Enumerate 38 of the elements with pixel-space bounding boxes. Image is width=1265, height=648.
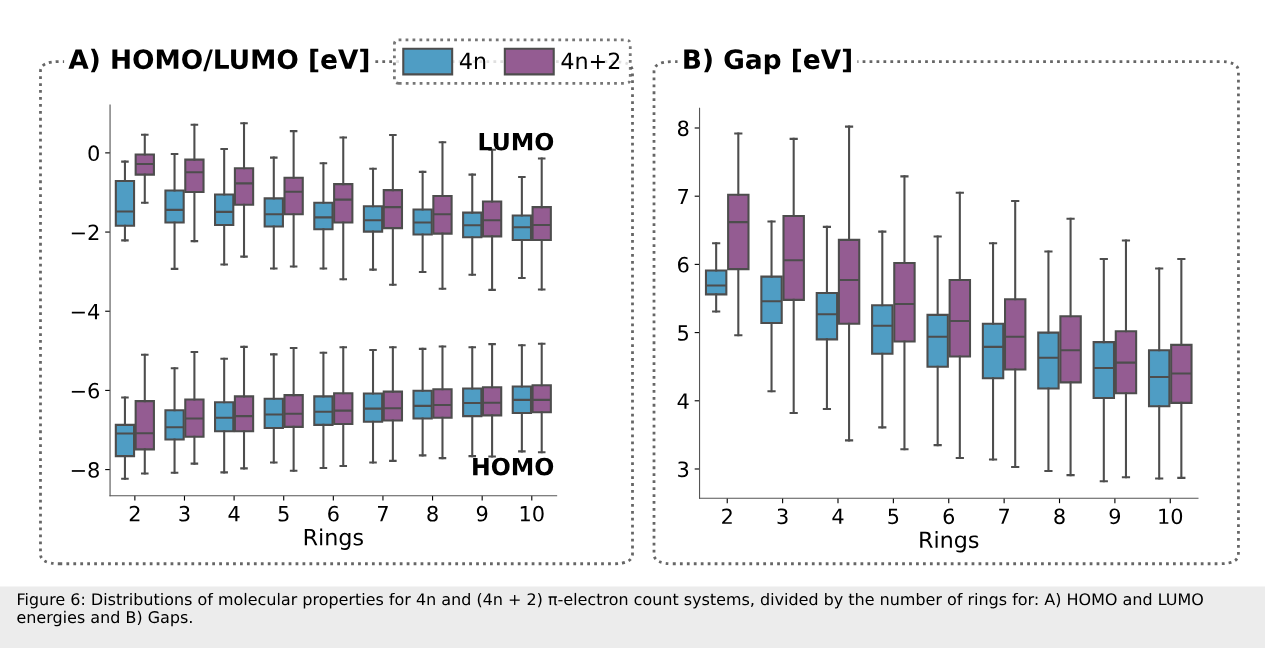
y-tick-label: 6 bbox=[678, 256, 689, 273]
x-axis-title: Rings bbox=[304, 528, 363, 550]
x-tick-label: 5 bbox=[888, 508, 899, 525]
x-tick-label: 3 bbox=[777, 508, 788, 525]
annotation: HOMO bbox=[473, 457, 554, 476]
x-tick-label: 4 bbox=[832, 508, 844, 524]
chart-title: A) HOMO/LUMO [eV] bbox=[68, 48, 369, 73]
y-tick-label: −4 bbox=[71, 303, 100, 320]
x-tick-label: 9 bbox=[476, 505, 488, 522]
x-axis-title: Rings bbox=[920, 530, 979, 553]
x-tick-label: 9 bbox=[1109, 508, 1121, 525]
x-tick-label: 4 bbox=[228, 506, 240, 522]
y-tick-label: 3 bbox=[678, 461, 689, 478]
chart-title: B) Gap [eV] bbox=[684, 48, 851, 75]
x-tick-label: 6 bbox=[943, 508, 955, 525]
x-tick-label: 5 bbox=[278, 506, 289, 522]
x-tick-label: 6 bbox=[328, 505, 339, 522]
y-tick-label: −6 bbox=[71, 382, 100, 399]
x-tick-label: 7 bbox=[378, 506, 388, 522]
annotation: LUMO bbox=[479, 132, 554, 151]
x-tick-label: 7 bbox=[999, 508, 1009, 524]
y-tick-label: 0 bbox=[88, 145, 99, 162]
caption: Figure 6: Distributions of molecular properties for 4n and (4n + 2) π-electron count systems, divided by the number of rings for: A) HOMO and LUMO energies and B) Gaps. bbox=[17, 592, 1203, 627]
x-tick-label: 2 bbox=[722, 508, 732, 524]
x-tick-label: 8 bbox=[427, 505, 438, 522]
x-tick-label: 2 bbox=[129, 505, 140, 522]
y-tick-label: 8 bbox=[677, 120, 689, 137]
y-tick-label: 4 bbox=[677, 393, 689, 409]
x-tick-label: 10 bbox=[1159, 508, 1183, 525]
y-tick-label: 5 bbox=[678, 325, 688, 341]
legend-label: 4n+2 bbox=[561, 52, 620, 69]
x-tick-label: 3 bbox=[179, 505, 190, 522]
legend-label: 4n bbox=[459, 52, 486, 69]
y-tick-label: −2 bbox=[71, 224, 99, 240]
x-tick-label: 8 bbox=[1054, 508, 1065, 525]
y-tick-label: 7 bbox=[678, 188, 689, 205]
y-tick-label: −8 bbox=[71, 462, 99, 478]
x-tick-label: 10 bbox=[520, 505, 544, 522]
